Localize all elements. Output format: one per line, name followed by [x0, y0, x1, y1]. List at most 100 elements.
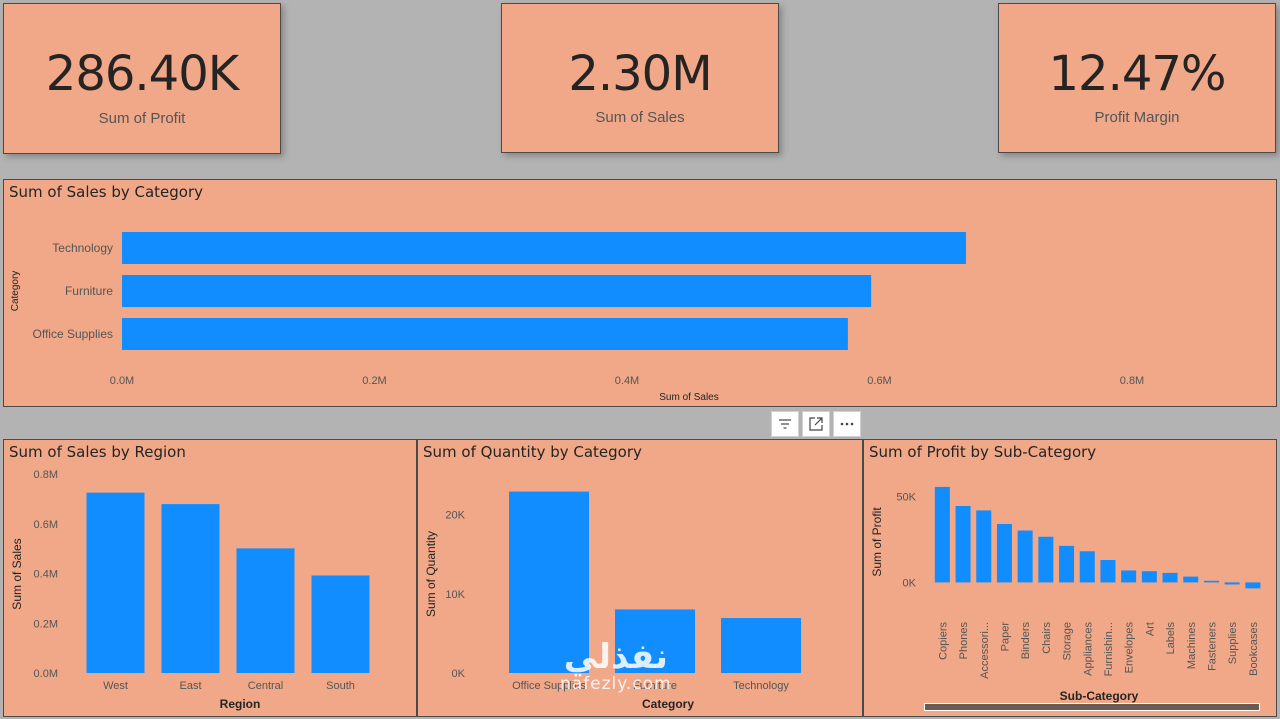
- kpi-card-profit[interactable]: 286.40K Sum of Profit: [3, 3, 281, 154]
- y-axis-title: Sum of Profit: [870, 507, 884, 577]
- x-axis-title: Category: [642, 697, 694, 711]
- chart-bar: [934, 486, 950, 583]
- chart-bar: [1100, 560, 1116, 583]
- x-tick-label: 0.4M: [615, 375, 639, 387]
- category-label: Storage: [1062, 622, 1074, 661]
- chart-bar: [236, 548, 295, 673]
- category-label: South: [326, 680, 355, 692]
- chart-bar: [996, 523, 1012, 583]
- category-label: Paper: [999, 622, 1011, 652]
- chart-quantity-by-category[interactable]: Sum of Quantity by Category Office Suppl…: [417, 439, 863, 717]
- filter-button[interactable]: [771, 411, 799, 437]
- chart-bar: [1183, 576, 1199, 583]
- chart-title: Sum of Sales by Category: [9, 183, 204, 201]
- chart-bar: [976, 510, 992, 583]
- visual-toolbar: [771, 411, 861, 437]
- chart-bar: [1017, 530, 1033, 583]
- chart-title: Sum of Quantity by Category: [423, 443, 642, 461]
- more-options-icon: [840, 422, 854, 426]
- category-label: Envelopes: [1124, 622, 1136, 674]
- y-tick-label: 0.8M: [34, 469, 58, 481]
- y-tick-label: 0.0M: [34, 668, 58, 680]
- watermark-logo-text: نفذلي: [563, 637, 668, 677]
- category-label: Furniture: [633, 680, 677, 692]
- category-label: Chairs: [1041, 622, 1053, 654]
- x-axis-title: Sum of Sales: [659, 392, 718, 403]
- y-tick-label: 10K: [445, 589, 465, 601]
- chart-bar: [1059, 545, 1075, 583]
- chart-bar: [86, 492, 145, 673]
- chart-svg: Office Supplies Furniture Technology 0K 10K 2…: [424, 491, 801, 711]
- category-label: Technology: [733, 680, 789, 692]
- kpi-value: 286.40K: [45, 46, 239, 102]
- category-label: Furniture: [65, 284, 113, 298]
- category-label: Technology: [52, 241, 113, 255]
- chart-title: Sum of Profit by Sub-Category: [869, 443, 1097, 461]
- y-tick-label: 50K: [896, 492, 916, 504]
- chart-bar: [1141, 571, 1157, 583]
- y-tick-label: 0K: [452, 668, 466, 680]
- y-axis-title: Sum of Sales: [10, 538, 24, 609]
- y-tick-label: 0.2M: [34, 618, 58, 630]
- chart-bar: [1121, 570, 1137, 583]
- chart-svg: West East Central South 0.0M 0.2M 0.4M 0.6M 0.8M…: [10, 469, 370, 711]
- y-axis-title: Category: [10, 271, 21, 312]
- chart-bar: [122, 275, 872, 307]
- chart-bar: [1224, 582, 1240, 585]
- chart-bar: [1203, 580, 1219, 583]
- chart-bar: [122, 232, 967, 264]
- category-label: Machines: [1186, 622, 1198, 670]
- x-tick-label: 0.2M: [362, 375, 386, 387]
- category-label: Central: [248, 680, 283, 692]
- chart-bar: [1245, 582, 1261, 589]
- x-tick-label: 0.6M: [867, 375, 891, 387]
- kpi-label: Profit Margin: [1094, 109, 1180, 126]
- y-tick-label: 0.6M: [34, 519, 58, 531]
- chart-bar: [1162, 572, 1178, 583]
- kpi-card-sales[interactable]: 2.30M Sum of Sales: [501, 3, 779, 153]
- focus-mode-button[interactable]: [802, 411, 830, 437]
- chart-bar: [721, 618, 801, 673]
- kpi-value: 12.47%: [1048, 46, 1226, 102]
- chart-sales-by-category[interactable]: Sum of Sales by Category Technology Furni…: [3, 179, 1277, 407]
- y-tick-label: 0K: [903, 577, 917, 589]
- horizontal-scrollbar[interactable]: [924, 703, 1260, 711]
- chart-title: Sum of Sales by Region: [9, 443, 186, 461]
- category-label: Office Supplies: [33, 327, 114, 341]
- chart-profit-by-subcategory[interactable]: Sum of Profit by Sub-Category Copiers Pho…: [863, 439, 1277, 717]
- chart-bar: [161, 504, 220, 673]
- category-label: Accessori...: [979, 622, 991, 679]
- kpi-card-profit-margin[interactable]: 12.47% Profit Margin: [998, 3, 1276, 153]
- category-label: Supplies: [1227, 622, 1239, 665]
- watermark-url: nafezly.com: [560, 674, 672, 694]
- watermark: نفذلي nafezly.com: [560, 640, 672, 694]
- chart-svg: Technology Furniture Office Supplies 0.0M 0.…: [10, 232, 1144, 403]
- y-tick-label: 0.4M: [34, 569, 58, 581]
- x-axis-title: Region: [220, 697, 261, 711]
- category-label: Furnishin...: [1103, 622, 1115, 676]
- category-label: Labels: [1165, 622, 1177, 655]
- x-tick-label: 0.0M: [110, 375, 134, 387]
- category-label: East: [179, 680, 201, 692]
- chart-bar: [1038, 536, 1054, 583]
- category-label: Copiers: [937, 622, 949, 660]
- chart-sales-by-region[interactable]: Sum of Sales by Region West East Central So…: [3, 439, 417, 717]
- chart-bar: [122, 318, 848, 350]
- category-label: Office Supplies: [512, 680, 586, 692]
- category-label: Appliances: [1082, 622, 1094, 676]
- chart-bar: [955, 506, 971, 583]
- chart-bar: [615, 609, 695, 673]
- filter-icon: [779, 419, 791, 429]
- category-label: Binders: [1020, 622, 1032, 660]
- kpi-label: Sum of Profit: [98, 110, 186, 127]
- chart-svg: Copiers Phones Accessori... Paper Binders Cha…: [870, 486, 1261, 703]
- x-axis-title: Sub-Category: [1060, 689, 1139, 703]
- more-options-button[interactable]: [833, 411, 861, 437]
- category-label: Bookcases: [1248, 622, 1260, 676]
- kpi-value: 2.30M: [568, 46, 712, 102]
- y-axis-title: Sum of Quantity: [424, 531, 438, 617]
- x-tick-label: 0.8M: [1120, 375, 1144, 387]
- chart-bar: [311, 575, 370, 673]
- category-label: West: [103, 680, 128, 692]
- chart-bar: [509, 491, 589, 673]
